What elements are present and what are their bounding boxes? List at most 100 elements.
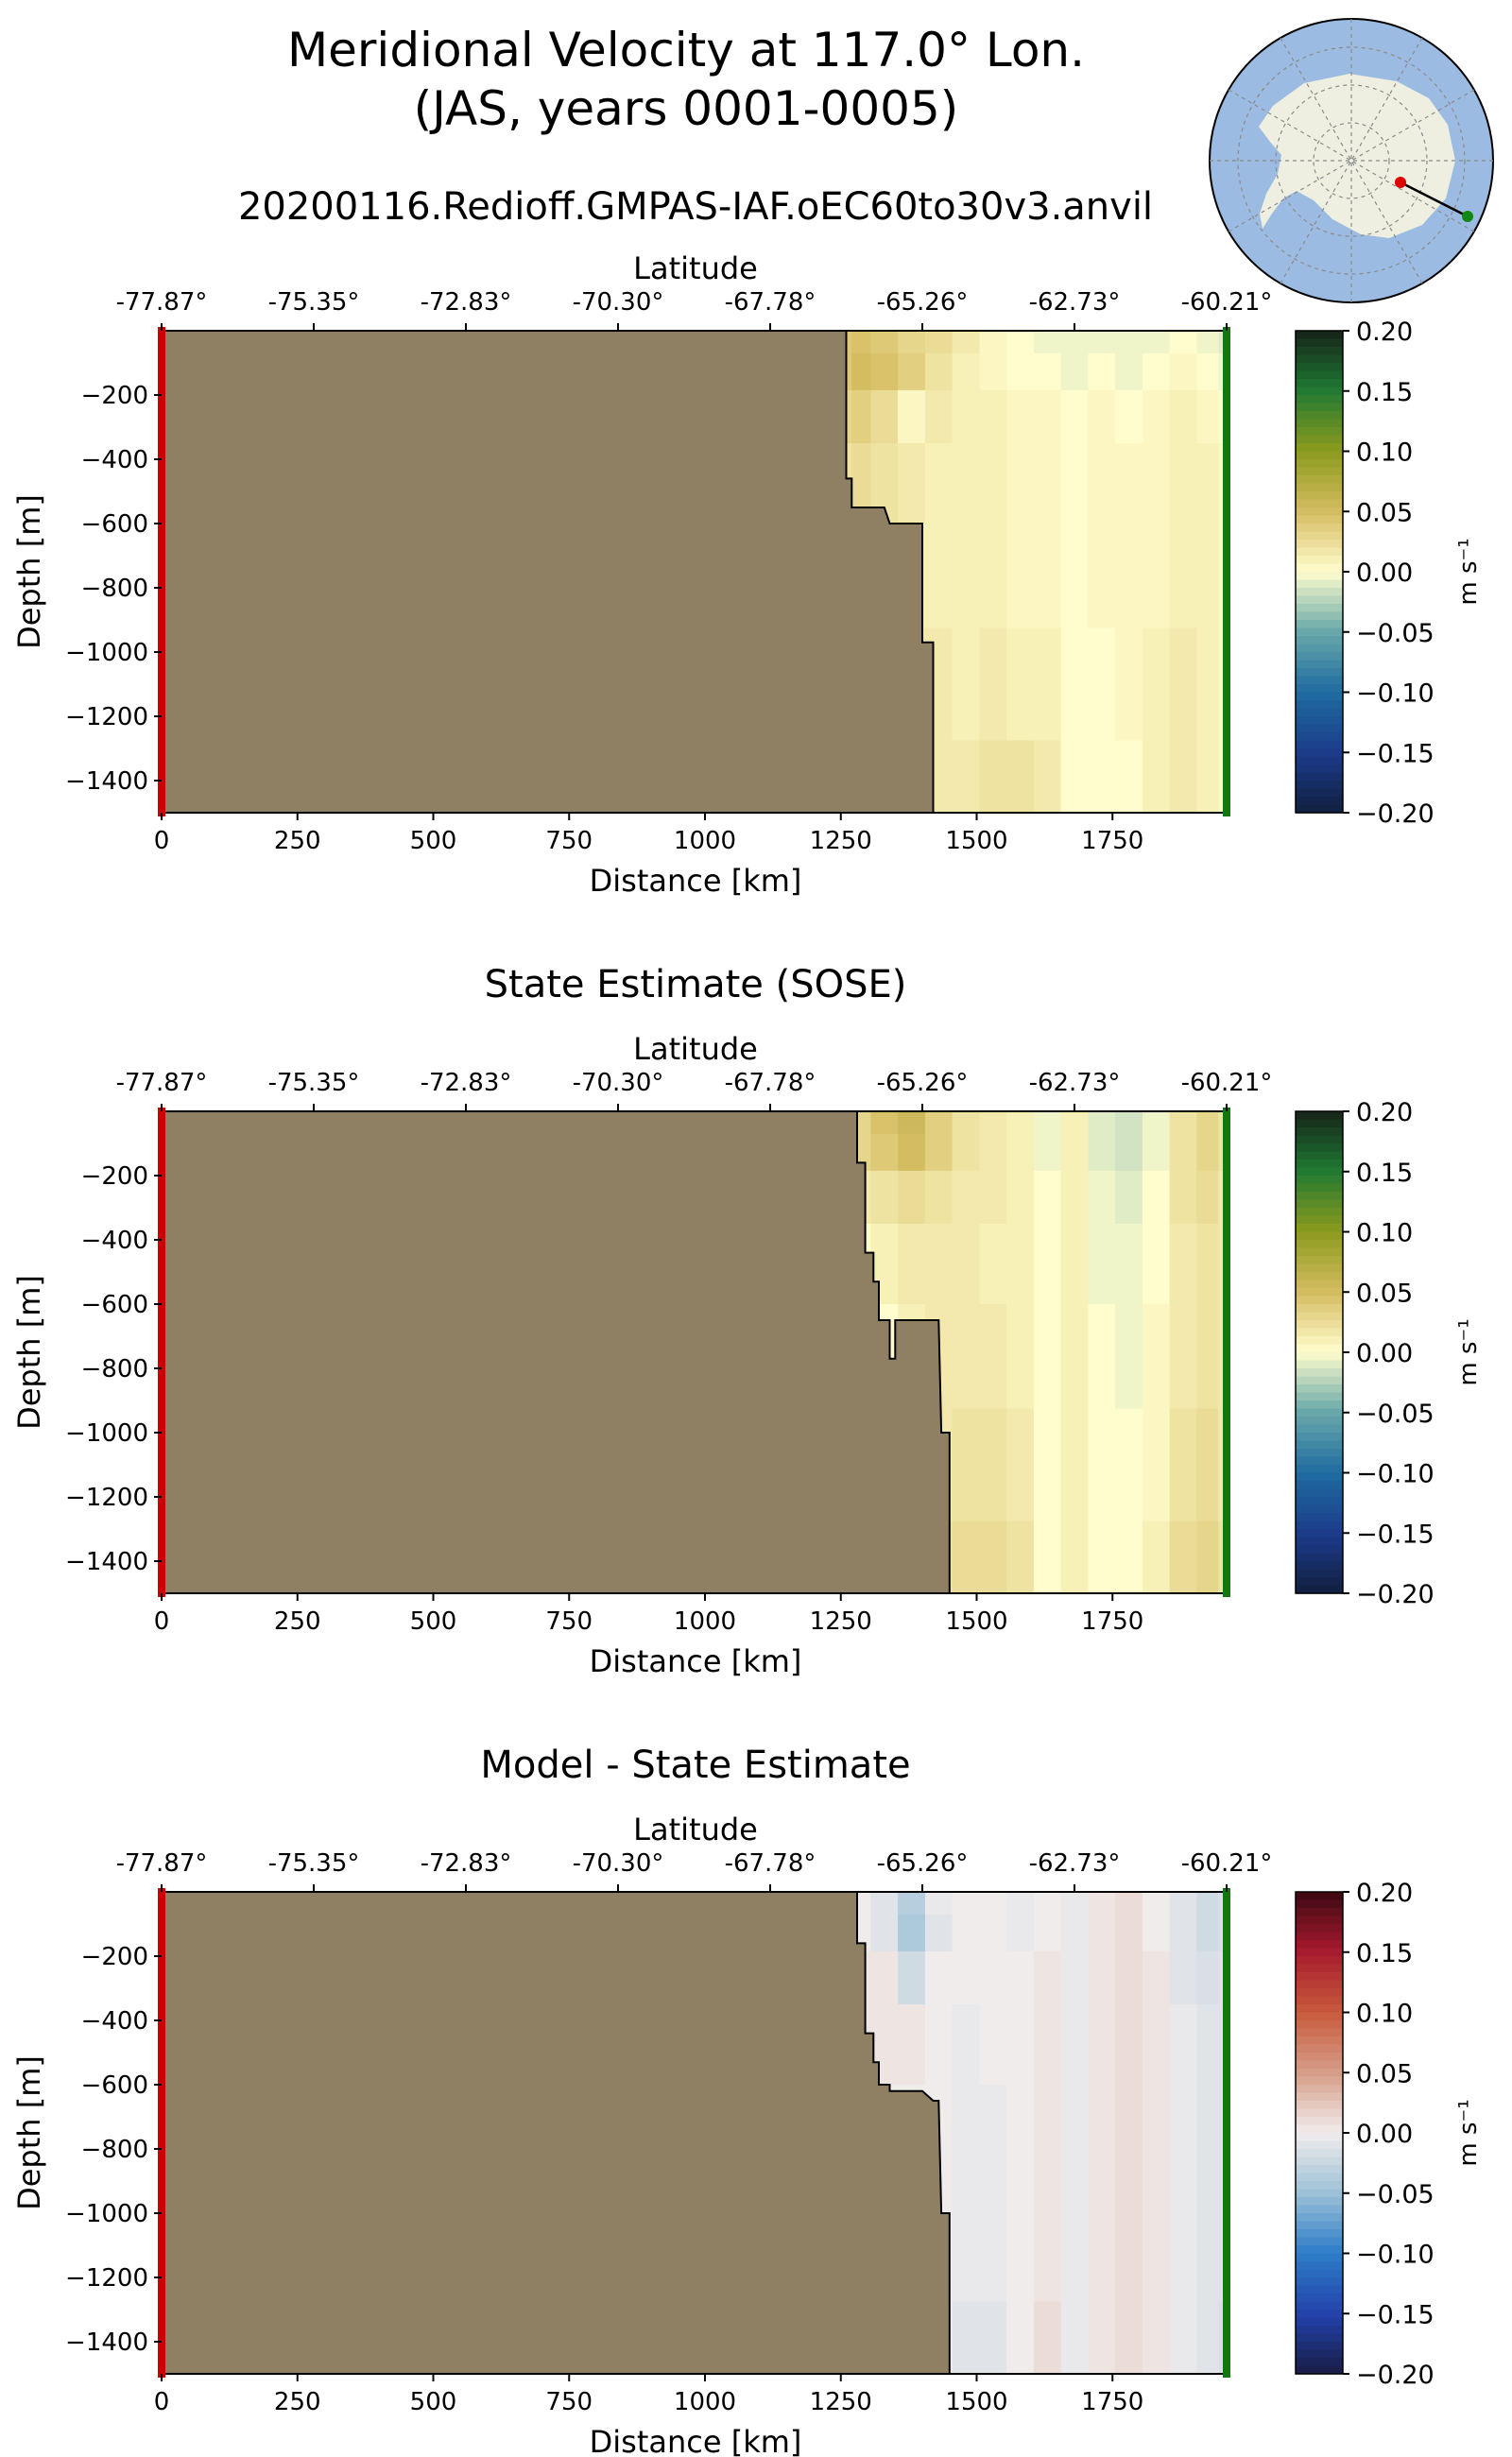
colorbar-segment — [1296, 419, 1343, 428]
field-cell — [979, 1408, 1007, 1522]
y-tick-label: −200 — [81, 382, 148, 410]
field-cell — [1033, 1408, 1062, 1522]
colorbar-tick-label: 0.00 — [1356, 558, 1413, 588]
colorbar-segment — [1296, 540, 1343, 549]
figure-title-line1: Meridional Velocity at 117.0° Lon. — [287, 23, 1085, 77]
colorbar-segment — [1296, 2117, 1343, 2126]
colorbar-segment — [1296, 1312, 1343, 1321]
colorbar-segment — [1296, 2060, 1343, 2070]
x-tick-label: 250 — [274, 2388, 321, 2416]
field-cell — [979, 2301, 1007, 2375]
field-cell — [1169, 1521, 1198, 1594]
colorbar-segment — [1296, 627, 1343, 637]
field-cell — [1088, 2301, 1116, 2375]
field-cell — [1006, 389, 1035, 444]
colorbar-segment — [1296, 756, 1343, 765]
field-cell — [1033, 627, 1062, 742]
colorbar-segment — [1296, 1296, 1343, 1305]
colorbar-segment — [1296, 652, 1343, 662]
colorbar-segment — [1296, 2189, 1343, 2198]
bathymetry-line — [845, 331, 935, 813]
field-cell — [1060, 331, 1090, 354]
latitude-tick-label: -77.87° — [116, 1849, 208, 1878]
colorbar-segment — [1296, 1160, 1343, 1169]
y-tick-label: −1000 — [65, 639, 148, 667]
latitude-tick-label: -67.78° — [725, 1069, 816, 1097]
y-tick-label: −800 — [81, 1355, 148, 1383]
inset-section-start-marker — [1395, 177, 1406, 188]
colorbar-segment — [1296, 2269, 1343, 2278]
colorbar-segment — [1296, 1247, 1343, 1257]
colorbar-segment — [1296, 2237, 1343, 2246]
field-cell — [1088, 331, 1116, 354]
latitude-tick-label: -67.78° — [725, 1849, 816, 1878]
field-cell — [979, 1111, 1007, 1135]
latitude-tick-label: -60.21° — [1181, 1069, 1273, 1097]
x-tick-label: 1500 — [945, 827, 1007, 855]
colorbar-segment — [1296, 748, 1343, 758]
colorbar-segment — [1296, 1408, 1343, 1418]
colorbar-segment — [1296, 611, 1343, 621]
land-mask — [162, 331, 934, 813]
field-cell — [870, 389, 899, 444]
colorbar-segment — [1296, 740, 1343, 749]
colorbar-segment — [1296, 2213, 1343, 2223]
colorbar-segment — [1296, 563, 1343, 573]
colorbar-segment — [1296, 363, 1343, 372]
field-cell — [979, 524, 1007, 629]
colorbar-tick-label: 0.05 — [1356, 498, 1413, 527]
colorbar-segment — [1296, 1119, 1343, 1128]
field-cell — [924, 1950, 954, 2005]
colorbar-segment — [1296, 2053, 1343, 2062]
colorbar-segment — [1296, 499, 1343, 508]
colorbar-tick-label: −0.15 — [1356, 2300, 1435, 2329]
bathymetry-line — [856, 1892, 951, 2374]
field-cell — [1196, 1408, 1220, 1522]
field-cell — [1033, 443, 1062, 524]
colorbar-segment — [1296, 1924, 1343, 1933]
colorbar-tick-label: 0.05 — [1356, 1279, 1413, 1308]
y-tick-label: −1000 — [65, 2200, 148, 2228]
field-cell — [1060, 1408, 1090, 1522]
field-cell — [1060, 352, 1090, 391]
y-tick-label: −1400 — [65, 767, 148, 796]
x-tick-label: 1750 — [1081, 2388, 1143, 2416]
field-cell — [1142, 331, 1171, 354]
field-cell — [979, 389, 1007, 444]
field-cell — [1169, 1408, 1198, 1522]
field-cell — [979, 352, 1007, 391]
colorbar-segment — [1296, 354, 1343, 364]
field-cell — [979, 2189, 1007, 2303]
field-cell — [1033, 1950, 1062, 2005]
field-cell — [1142, 443, 1171, 524]
field-cell — [952, 2004, 981, 2086]
colorbar-tick-label: 0.10 — [1356, 2000, 1413, 2029]
colorbar-tick-label: 0.15 — [1356, 1159, 1413, 1188]
colorbar-segment — [1296, 1288, 1343, 1297]
field-cell — [924, 331, 954, 354]
field-cell — [1088, 1950, 1116, 2005]
field-cell — [952, 1408, 981, 1522]
colorbar-segment — [1296, 2365, 1343, 2375]
field-cell — [1196, 1304, 1220, 1410]
x-tick-label: 1750 — [1081, 1607, 1143, 1636]
field-cell — [924, 524, 954, 629]
panel-title: State Estimate (SOSE) — [485, 963, 907, 1006]
colorbar-segment — [1296, 692, 1343, 701]
colorbar-segment — [1296, 2149, 1343, 2158]
colorbar-segment — [1296, 604, 1343, 613]
field-cell — [1060, 2085, 1090, 2191]
colorbar: 0.20 0.15 0.10 0.05 0.00 −0.05 −0.10 −0.15 −0.20… — [1295, 1879, 1483, 2390]
colorbar-segment — [1296, 1336, 1343, 1346]
colorbar-segment — [1296, 1352, 1343, 1362]
colorbar-segment — [1296, 1360, 1343, 1369]
y-tick-label: −200 — [81, 1943, 148, 1971]
colorbar-segment — [1296, 379, 1343, 388]
colorbar-segment — [1296, 556, 1343, 565]
colorbar-segment — [1296, 1521, 1343, 1530]
latitude-tick-label: -75.35° — [268, 1849, 360, 1878]
colorbar-segment — [1296, 443, 1343, 453]
colorbar-segment — [1296, 1433, 1343, 1442]
colorbar-segment — [1296, 1328, 1343, 1337]
colorbar-segment — [1296, 387, 1343, 396]
